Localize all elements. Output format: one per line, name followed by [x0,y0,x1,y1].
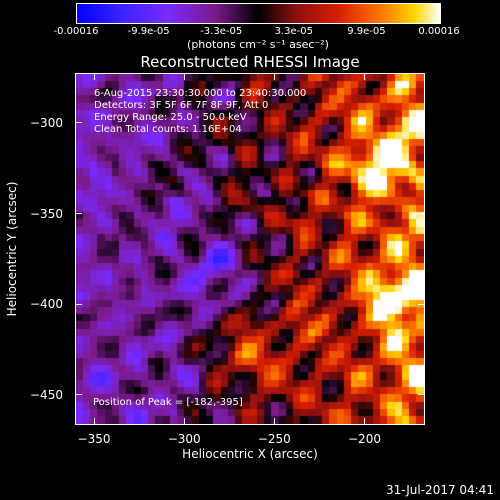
x-tick-mark [93,74,95,80]
x-tick-mark [363,418,365,424]
x-tick-mark [183,418,185,424]
colorbar-unit-label: (photons cm⁻² s⁻¹ asec⁻²) [187,38,329,51]
x-tick-label: −200 [348,432,381,446]
x-tick-label: −250 [257,432,291,446]
colorbar-tick-label: -9.9e-05 [127,26,170,37]
y-tick-label: −300 [30,115,63,130]
y-tick-mark [76,122,82,124]
y-axis-label: Heliocentric Y (arcsec) [5,181,19,317]
x-tick-mark [183,74,185,80]
x-tick-mark [93,418,95,424]
x-axis-label: Heliocentric X (arcsec) [182,447,318,461]
annotation-detectors: Detectors: 3F 5F 6F 7F 8F 9F, Att 0 [94,100,269,111]
heatmap-canvas [76,74,424,424]
timestamp: 31-Jul-2017 04:41 [385,483,494,497]
colorbar-tick-label: 9.9e-05 [347,26,386,37]
annotation-energy: Energy Range: 25.0 - 50.0 keV [94,112,247,123]
y-tick-mark [418,213,424,215]
y-tick-mark [418,394,424,396]
annotation-peak: Position of Peak = [-182,-395] [93,397,243,408]
y-tick-label: −450 [30,387,63,402]
y-tick-mark [76,394,82,396]
y-tick-label: −350 [30,206,63,221]
colorbar-tick-label: -0.00016 [53,26,99,37]
x-tick-mark [273,418,275,424]
annotation-clean: Clean Total counts: 1.16E+04 [94,124,242,135]
y-tick-mark [76,303,82,305]
colorbar [76,3,441,24]
x-tick-mark [273,74,275,80]
y-tick-label: −400 [30,297,63,312]
y-tick-mark [418,303,424,305]
chart-title: Reconstructed RHESSI Image [140,53,360,71]
colorbar-tick-label: 3.3e-05 [274,26,313,37]
x-tick-label: −350 [77,432,111,446]
x-tick-label: −300 [167,432,201,446]
x-tick-mark [363,74,365,80]
annotation-time-range: 6-Aug-2015 23:30:30.000 to 23:40:30.000 [94,88,307,99]
colorbar-tick-label: 0.00016 [418,26,460,37]
y-tick-mark [76,213,82,215]
plot-area [75,73,425,425]
colorbar-tick-label: -3.3e-05 [200,26,243,37]
y-tick-mark [418,122,424,124]
